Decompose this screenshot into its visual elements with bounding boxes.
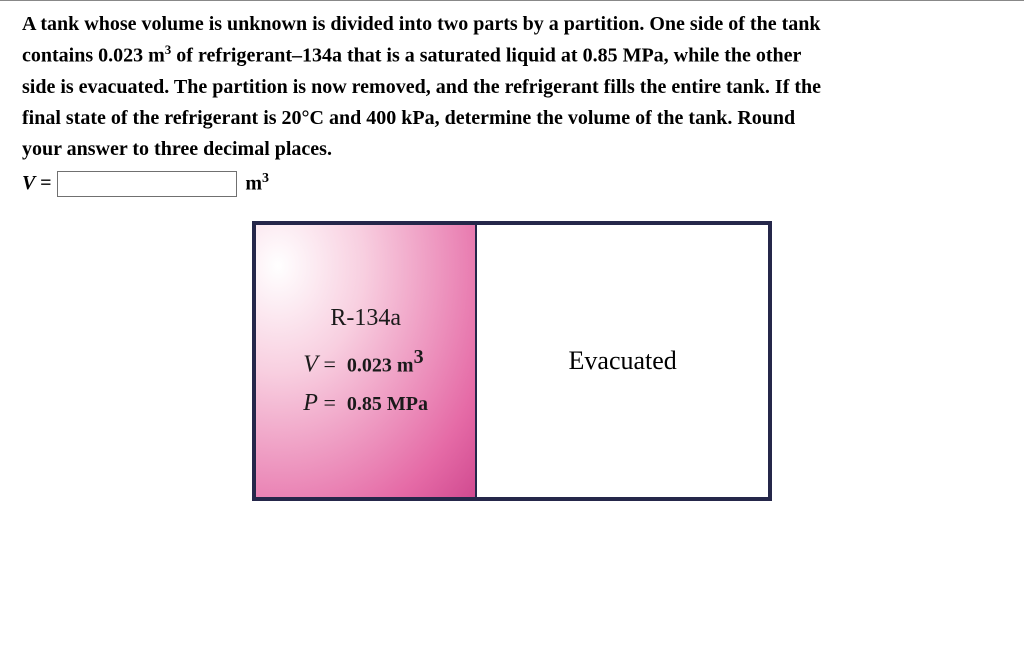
evacuated-label: Evacuated (569, 346, 677, 376)
answer-unit: m3 (245, 171, 269, 196)
answer-input[interactable] (57, 171, 237, 197)
problem-line-5: your answer to three decimal places. (22, 138, 332, 160)
answer-unit-base: m (245, 173, 262, 195)
answer-lhs: V = (22, 172, 51, 195)
volume-equation: V = 0.023 m3 (303, 341, 428, 384)
tank-right-compartment: Evacuated (477, 225, 768, 497)
tank-diagram: R-134a V = 0.023 m3 P = 0.85 MPa Evacuat… (252, 221, 772, 501)
pres-val: 0.85 MPa (347, 393, 428, 415)
left-cell-text: R-134a V = 0.023 m3 P = 0.85 MPa (303, 299, 428, 423)
tank-left-compartment: R-134a V = 0.023 m3 P = 0.85 MPa (256, 225, 477, 497)
vol-var: V (303, 352, 318, 378)
problem-line-2a: contains 0.023 m (22, 45, 165, 67)
problem-line-3: side is evacuated. The partition is now … (22, 76, 821, 98)
vol-val: 0.023 m (347, 355, 414, 377)
answer-unit-sup: 3 (262, 171, 269, 186)
problem-line-1: A tank whose volume is unknown is divide… (22, 13, 820, 35)
pres-var: P (303, 390, 318, 416)
answer-row: V = m3 (22, 171, 1002, 197)
vol-sup: 3 (414, 346, 424, 368)
refrigerant-title: R-134a (303, 299, 428, 337)
pres-eq: = (318, 390, 341, 415)
page: A tank whose volume is unknown is divide… (0, 0, 1024, 655)
pressure-equation: P = 0.85 MPa (303, 384, 428, 422)
problem-line-4: final state of the refrigerant is 20°C a… (22, 107, 795, 129)
problem-line-2b: of refrigerant–134a that is a saturated … (171, 45, 801, 67)
problem-statement: A tank whose volume is unknown is divide… (22, 9, 1002, 165)
vol-eq: = (318, 352, 341, 377)
